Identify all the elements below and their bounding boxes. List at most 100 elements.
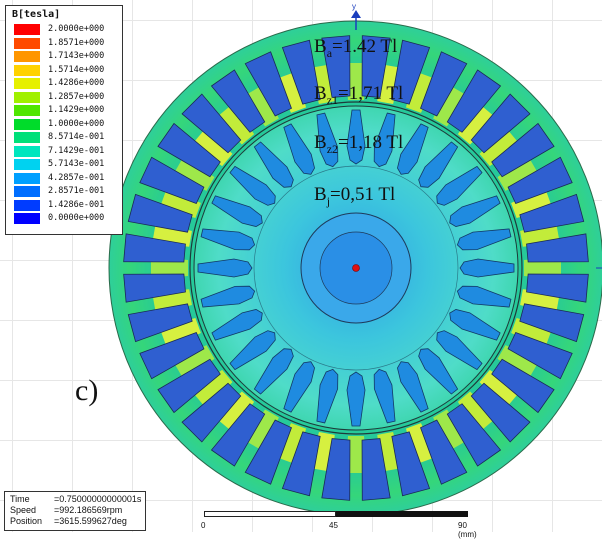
- legend-value: 1.0000e+000: [48, 118, 105, 129]
- stator-tooth: [497, 155, 540, 191]
- legend-swatch: [14, 186, 40, 197]
- rotor-bar: [316, 112, 339, 168]
- stator-slot: [157, 358, 221, 414]
- stator-slot: [470, 93, 531, 154]
- stator-tooth: [479, 369, 521, 409]
- legend-entry: 1.5714e+000: [14, 64, 118, 76]
- stator-tooth: [215, 391, 255, 433]
- stator-tooth: [479, 127, 521, 167]
- stator-tooth: [433, 409, 469, 452]
- legend-value: 1.2857e+000: [48, 91, 105, 102]
- stator-slot: [139, 332, 205, 380]
- legend-value: 2.0000e+000: [48, 24, 105, 34]
- legend-swatch: [14, 51, 40, 62]
- stator-slot: [181, 93, 242, 154]
- bz1-annotation: Bz1=1,71 Tl: [314, 83, 404, 107]
- legend-swatch: [14, 213, 40, 224]
- rotor-bar: [397, 123, 429, 175]
- stator-tooth: [243, 409, 279, 452]
- legend-swatch: [14, 172, 40, 184]
- stator-slot: [519, 193, 585, 233]
- time-row: Time =0.75000000000001s: [10, 494, 142, 504]
- stator-slot: [210, 403, 266, 467]
- stator-slot: [281, 431, 321, 497]
- rotor-bar: [418, 141, 459, 188]
- scale-bar-white: [204, 511, 336, 517]
- scale-tick-90: 90 (mm): [458, 521, 477, 539]
- rotor-bar: [459, 258, 515, 278]
- bj-annotation: Bj=0,51 Tl: [314, 184, 396, 208]
- stator-tooth: [524, 257, 561, 279]
- legend-swatch: [14, 91, 40, 103]
- legend-value: 1.4286e+000: [48, 78, 105, 88]
- stator-tooth: [433, 84, 469, 127]
- legend-entry: 5.7143e-001: [14, 159, 118, 170]
- rotor-bar: [253, 141, 294, 188]
- legend-value: 2.8571e-001: [48, 186, 105, 196]
- stator-slot: [391, 431, 431, 497]
- color-legend: B[tesla] 2.0000e+000 1.8571e+000 1.7143e+0…: [5, 5, 123, 235]
- stator-slot: [446, 403, 502, 467]
- legend-swatch: [14, 64, 40, 76]
- rotor-bar: [449, 195, 501, 227]
- stator-teeth-group: [151, 63, 561, 473]
- rotor-bar: [283, 361, 315, 413]
- red-dot-icon: [352, 264, 360, 272]
- legend-swatch: [14, 24, 40, 35]
- rotor-bar: [418, 348, 459, 395]
- stator-slot: [321, 35, 351, 98]
- legend-value: 4.2857e-001: [48, 172, 105, 183]
- stator-slot: [361, 438, 391, 501]
- stator-slot: [420, 419, 468, 485]
- stator-slot: [244, 419, 292, 485]
- stator-tooth: [215, 103, 255, 145]
- stator-tooth: [497, 345, 540, 381]
- stator-slot: [507, 332, 573, 380]
- legend-entry: 1.0000e+000: [14, 118, 118, 130]
- legend-value: 1.4286e-001: [48, 199, 105, 210]
- rotor-bar: [346, 109, 366, 165]
- rotor-bar: [211, 195, 263, 227]
- stator-tooth: [191, 127, 233, 167]
- scale-tick-0: 0: [201, 521, 206, 530]
- legend-value: 1.1429e+000: [48, 105, 105, 115]
- stator-tooth: [172, 345, 215, 381]
- stator-slot: [507, 156, 573, 204]
- y-axis-label: y: [352, 2, 356, 11]
- legend-entry: 1.2857e+000: [14, 91, 118, 103]
- rotor-bar: [229, 165, 276, 206]
- stator-slot: [127, 303, 193, 343]
- stator-tooth: [243, 84, 279, 127]
- rotor-bar: [449, 309, 501, 341]
- rotor-bar: [200, 228, 256, 251]
- legend-swatch: [14, 199, 40, 211]
- legend-entry: 4.2857e-001: [14, 172, 118, 184]
- panel-label: c): [75, 374, 99, 407]
- stator-slot: [244, 51, 292, 117]
- stator-slot: [491, 358, 555, 414]
- rotor-bar: [253, 348, 294, 395]
- legend-value: 0.0000e+000: [48, 213, 105, 223]
- legend-title: B[tesla]: [12, 9, 61, 20]
- rotor-bar: [200, 285, 256, 308]
- info-box: Time =0.75000000000001s Speed =992.186569r…: [4, 491, 146, 531]
- legend-entry: 1.7143e+000: [14, 51, 118, 62]
- legend-entry: 7.1429e-001: [14, 145, 118, 157]
- stator-slot: [123, 233, 186, 263]
- stator-tooth: [151, 257, 188, 279]
- stator-slot: [321, 438, 351, 501]
- rotor-bar: [316, 368, 339, 424]
- legend-value: 1.7143e+000: [48, 51, 105, 61]
- stator-slots-group: [123, 35, 589, 501]
- legend-swatch: [14, 105, 40, 116]
- scale-bar-black: [336, 511, 468, 517]
- stator-slot: [519, 303, 585, 343]
- legend-entry: 1.4286e-001: [14, 199, 118, 211]
- rotor-bar: [397, 361, 429, 413]
- stator-slot: [123, 273, 186, 303]
- position-row: Position =3615.599627deg: [10, 516, 127, 526]
- stator-tooth: [172, 155, 215, 191]
- rotor-bar: [229, 330, 276, 371]
- legend-entry: 1.8571e+000: [14, 37, 118, 49]
- stator-slot: [139, 156, 205, 204]
